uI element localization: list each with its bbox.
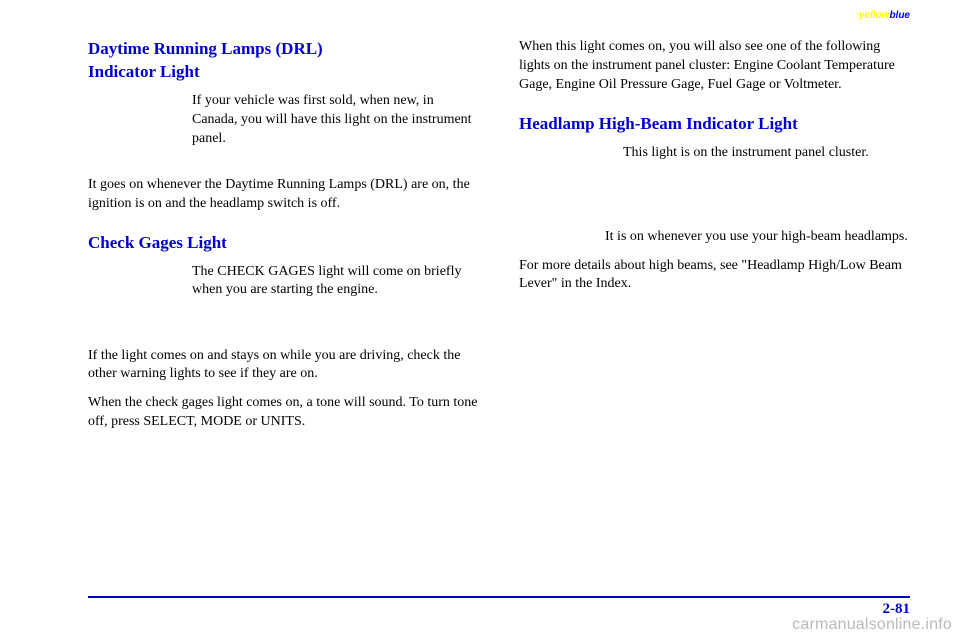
heading-check-gages: Check Gages Light <box>88 232 479 255</box>
highbeam-para2: For more details about high beams, see "… <box>519 257 910 295</box>
drl-icon <box>88 92 178 164</box>
left-column: Daytime Running Lamps (DRL) Indicator Li… <box>88 38 479 570</box>
check-para2: When the check gages light comes on, a t… <box>88 394 479 432</box>
drl-after-text: It goes on whenever the Daytime Running … <box>88 176 479 214</box>
check-after-text: If the light comes on and stays on while… <box>88 347 479 385</box>
highbeam-side-text: This light is on the instrument panel cl… <box>623 144 869 163</box>
check-icon-row: The CHECK GAGES light will come on brief… <box>88 263 479 335</box>
header-yellow-text: yellow <box>859 10 890 21</box>
heading-highbeam: Headlamp High-Beam Indicator Light <box>519 113 910 136</box>
heading-drl: Daytime Running Lamps (DRL) Indicator Li… <box>88 38 479 84</box>
high-beam-icon <box>519 144 609 216</box>
watermark: carmanualsonline.info <box>792 616 952 634</box>
header-blue-text: blue <box>889 10 910 21</box>
right-continued-para: When this light comes on, you will also … <box>519 38 910 95</box>
check-side-text: The CHECK GAGES light will come on brief… <box>192 263 479 301</box>
content-area: Daytime Running Lamps (DRL) Indicator Li… <box>88 38 910 570</box>
check-gages-icon <box>88 263 178 335</box>
heading-drl-line2: Indicator Light <box>88 62 200 81</box>
footer-rule <box>88 596 910 598</box>
highbeam-after-text: It is on whenever you use your high-beam… <box>519 228 910 247</box>
heading-drl-line1: Daytime Running Lamps (DRL) <box>88 39 323 58</box>
highbeam-after-span: It is on whenever you use your high-beam… <box>605 229 908 244</box>
header-colorbar: yellowblue <box>859 10 910 21</box>
highbeam-icon-row: This light is on the instrument panel cl… <box>519 144 910 216</box>
right-column: When this light comes on, you will also … <box>519 38 910 570</box>
drl-icon-row: If your vehicle was first sold, when new… <box>88 92 479 164</box>
drl-side-text: If your vehicle was first sold, when new… <box>192 92 479 149</box>
